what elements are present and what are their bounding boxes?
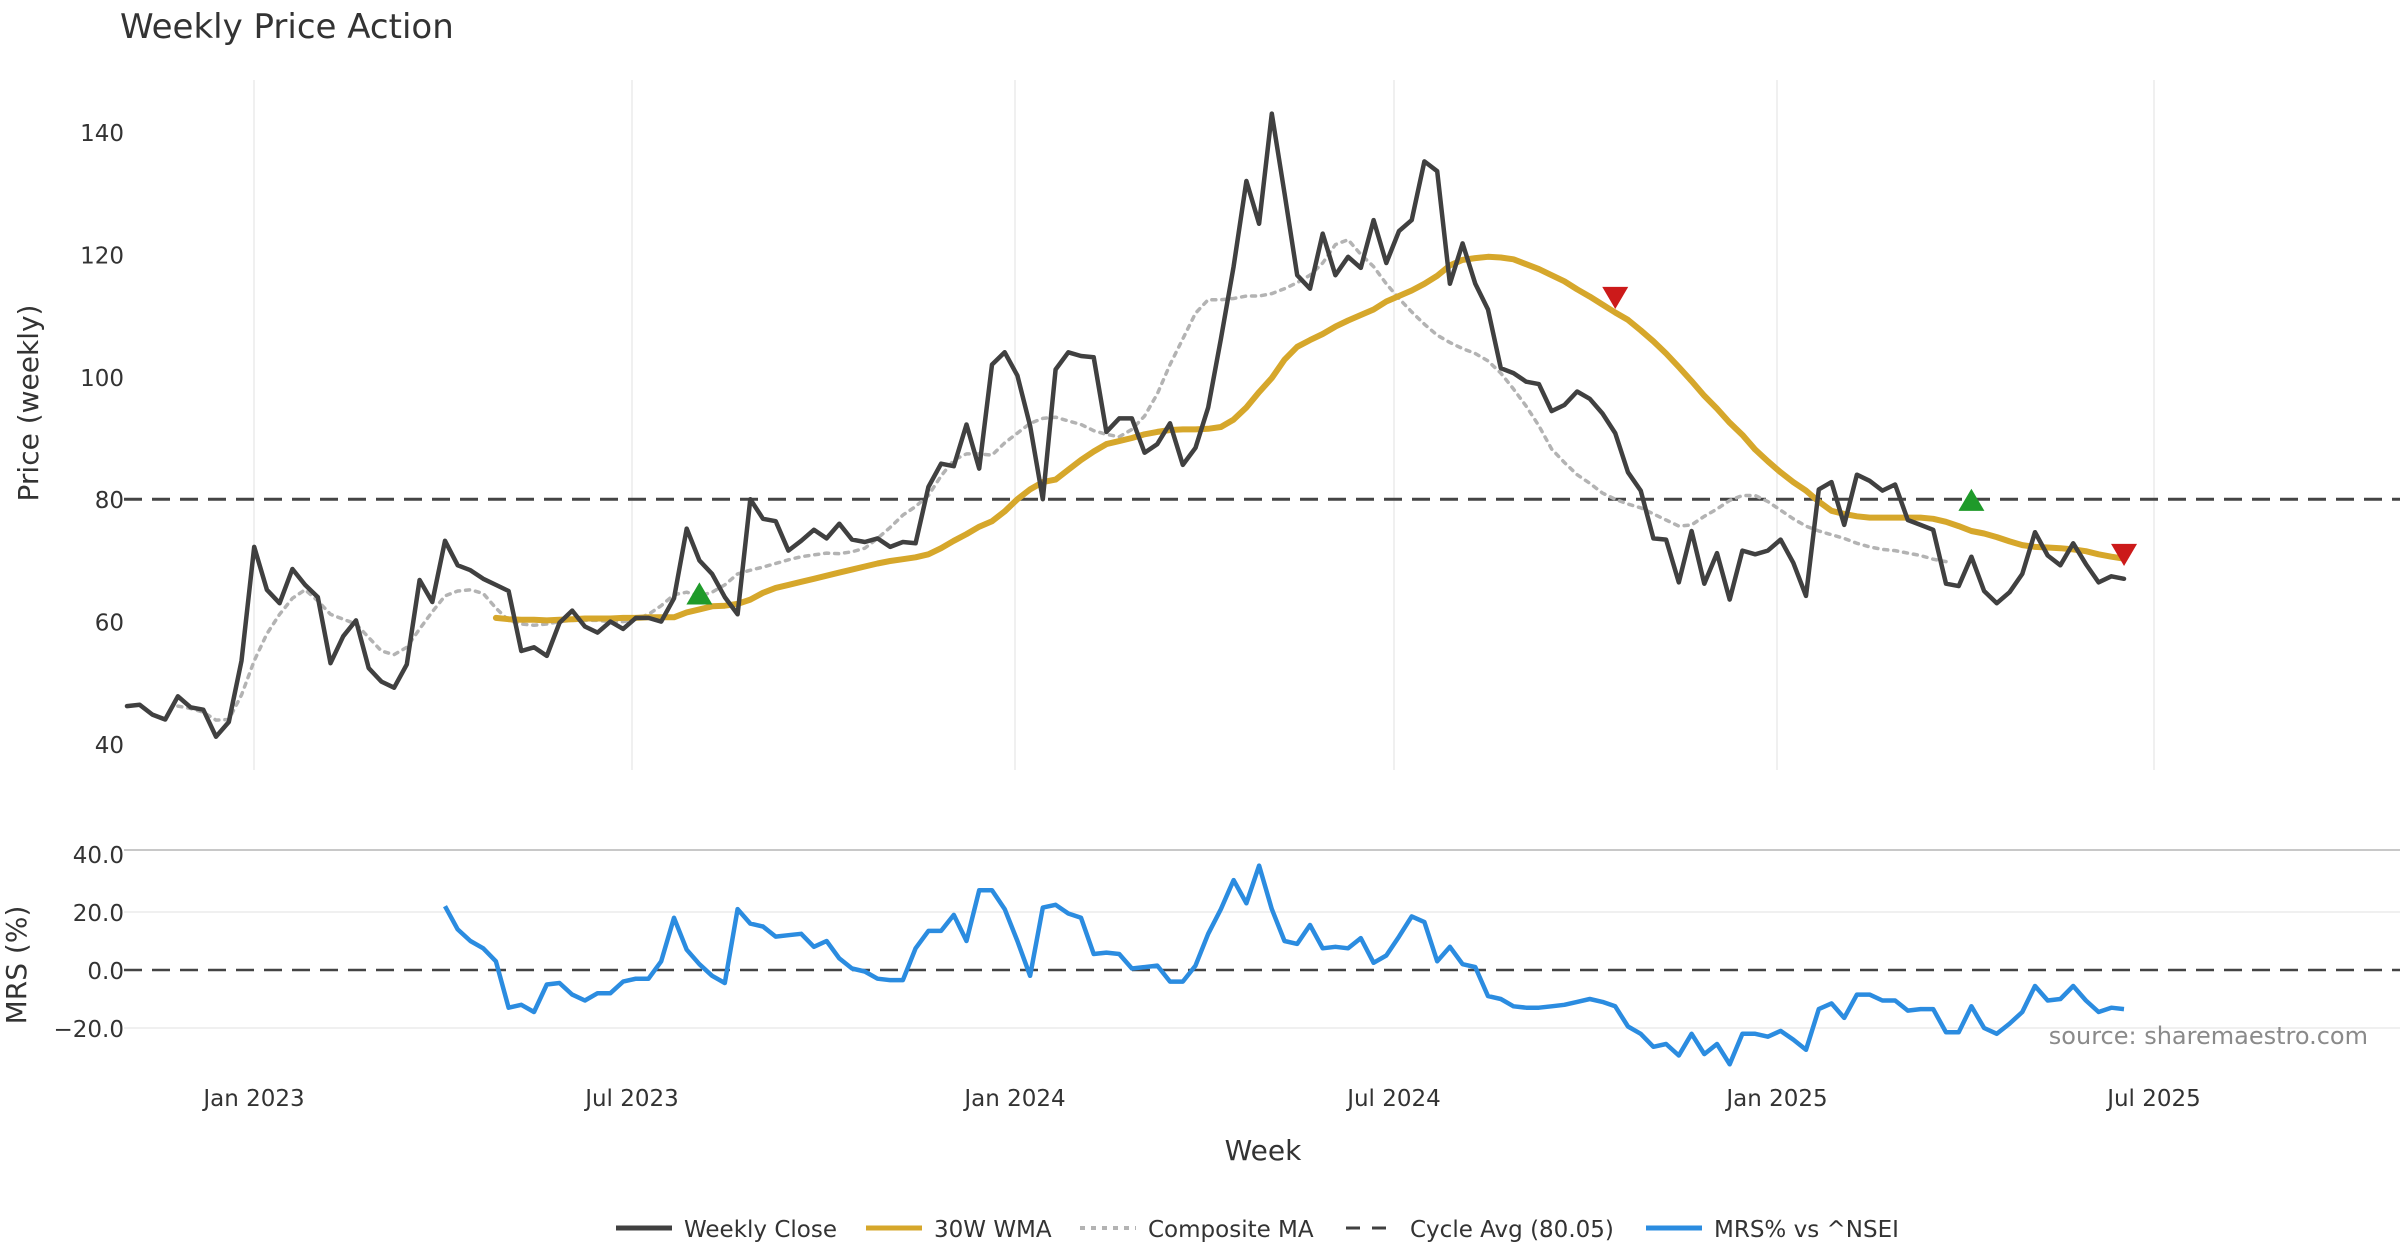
legend-label: Composite MA [1148, 1217, 1314, 1243]
price-y-ticks: 40 60 80 100 120 140 [80, 121, 124, 759]
legend: Weekly Close 30W WMA Composite MA Cycle Avg… [616, 1217, 1899, 1243]
source-note: source: sharemaestro.com [2049, 1022, 2368, 1050]
price-y-tick-label: 120 [80, 243, 124, 269]
legend-label: 30W WMA [934, 1217, 1052, 1243]
mrs-gridlines [124, 911, 2400, 1029]
mrs-y-tick-label: −20.0 [54, 1017, 124, 1043]
x-tick-label: Jul 2024 [1345, 1086, 1441, 1112]
mrs-y-tick-label: 0.0 [87, 959, 124, 985]
sell-signal-marker [2111, 543, 2138, 566]
mrs-y-ticks: 40.0 20.0 0.0 −20.0 [54, 843, 124, 1043]
mrs-axis-title: MRS (%) [0, 906, 33, 1025]
price-y-tick-label: 60 [95, 611, 124, 637]
buy-signal-marker [1958, 488, 1985, 511]
price-y-tick-label: 80 [95, 488, 124, 514]
legend-label: MRS% vs ^NSEI [1714, 1217, 1899, 1243]
30w-wma-line [492, 253, 2127, 624]
price-y-tick-label: 40 [95, 733, 124, 759]
x-tick-label: Jan 2023 [201, 1086, 304, 1112]
x-axis-title: Week [1225, 1134, 1302, 1167]
legend-label: Weekly Close [684, 1217, 837, 1243]
price-gridlines [253, 80, 2155, 770]
mrs-y-tick-label: 40.0 [73, 843, 124, 869]
composite-ma-line [176, 237, 1948, 722]
mrs-line [443, 863, 2125, 1067]
x-ticks: Jan 2023 Jul 2023 Jan 2024 Jul 2024 Jan 2025… [201, 1086, 2200, 1112]
price-axis-title: Price (weekly) [12, 305, 45, 502]
price-y-tick-label: 100 [80, 366, 124, 392]
price-series [124, 111, 2127, 739]
buy-signal-marker [686, 582, 713, 605]
mrs-y-tick-label: 20.0 [73, 901, 124, 927]
x-tick-label: Jan 2025 [1724, 1086, 1827, 1112]
legend-label: Cycle Avg (80.05) [1410, 1217, 1614, 1243]
sell-signal-marker [1602, 286, 1629, 309]
signal-markers [686, 286, 2138, 605]
x-tick-label: Jan 2024 [962, 1086, 1065, 1112]
x-tick-label: Jul 2023 [583, 1086, 679, 1112]
chart-title: Weekly Price Action [120, 7, 454, 47]
price-y-tick-label: 140 [80, 121, 124, 147]
x-tick-label: Jul 2025 [2105, 1086, 2201, 1112]
weekly-close-line [124, 111, 2127, 739]
mrs-series [443, 863, 2125, 1067]
